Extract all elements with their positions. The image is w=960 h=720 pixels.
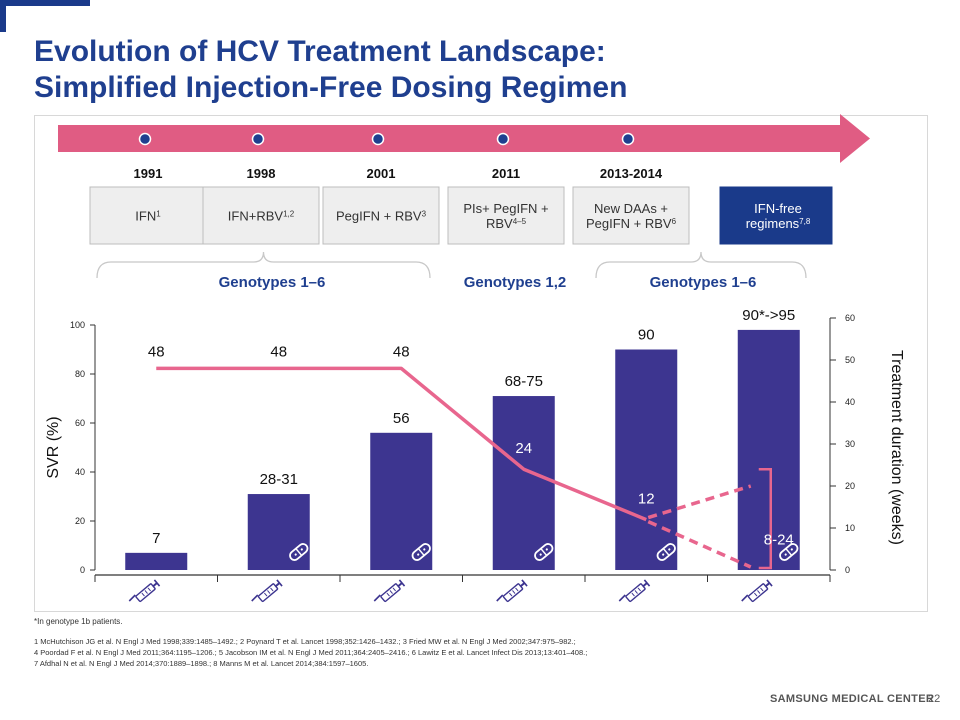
duration-range-upper [647,484,752,520]
bar-label: 56 [393,410,410,427]
brand-logo-text: SAMSUNG MEDICAL CENTER [770,693,935,705]
y-tick-label: 80 [75,369,85,379]
timeline-marker [621,132,635,146]
duration-label: 12 [638,491,655,508]
regimen-label: PegIFN + RBV3 [336,209,427,224]
corner-accent [0,0,90,6]
y2-tick-label: 10 [845,523,855,533]
regimen-reference: 4–5 [513,217,527,226]
timeline-arrow-shaft [58,125,844,152]
syringe-icon [740,578,774,603]
y-axis-title: SVR (%) [45,416,62,478]
timeline: 1991 1998 2001 2011 2013-2014 IFN1 IFN+RBV1,2 P… [58,114,870,291]
regimen-label: RBV4–5 [486,216,527,231]
duration-range-label: 8-24 [764,531,794,548]
timeline-marker [251,132,265,146]
genotype-brace [595,251,807,279]
genotype-brace [96,251,431,279]
duration-label: 48 [393,343,410,360]
duration-label: 48 [148,343,165,360]
bar-label: 7 [152,530,160,547]
y-tick-label: 60 [75,418,85,428]
timeline-marker [496,132,510,146]
genotype-label: Genotypes 1,2 [464,274,567,291]
bar-label: 28-31 [260,471,298,488]
duration-range-lower [647,519,752,569]
svr-chart: 0 20 40 60 80 100 SVR (%) 0 10 20 30 40 50 60 Treatmen… [45,307,905,603]
slide-title-line2: Simplified Injection-Free Dosing Regimen [34,71,628,104]
regimen-box: IFN1 [89,186,207,245]
timeline-year: 1991 [134,166,163,181]
duration-line [156,366,647,522]
regimen-reference: 3 [422,209,427,218]
timeline-marker [138,132,152,146]
y2-tick-label: 40 [845,397,855,407]
reference-line-2: 4 Poordad F et al. N Engl J Med 2011;364… [34,648,588,657]
genotype-label: Genotypes 1–6 [219,274,326,291]
bar [247,494,310,570]
y2-axis-title: Treatment duration (weeks) [888,350,905,545]
regimen-label: IFN+RBV1,2 [228,209,295,224]
regimen-reference: 7,8 [799,217,811,226]
timeline-year: 1998 [247,166,276,181]
regimen-box: PIs+ PegIFN +RBV4–5 [447,186,565,245]
timeline-year: 2013-2014 [600,166,663,181]
regimen-label: regimens7,8 [746,216,811,231]
regimen-label: PegIFN + RBV6 [586,216,677,231]
syringe-icon [373,578,406,603]
y2-tick-label: 0 [845,565,850,575]
corner-accent-vertical [0,0,6,32]
bar-label: 90 [638,327,655,344]
footnote: *In genotype 1b patients. [34,617,123,626]
regimen-label: IFN1 [135,209,161,224]
references: 1 McHutchison JG et al. N Engl J Med 199… [34,636,914,669]
bar [370,432,433,570]
duration-range-bracket [758,467,772,570]
bar-label: 68-75 [505,373,543,390]
slide-title-line1: Evolution of HCV Treatment Landscape: [34,35,606,68]
regimen-label: New DAAs + [594,201,668,216]
bar-label: 90*->95 [742,307,795,324]
regimen-box: New DAAs +PegIFN + RBV6 [572,186,690,245]
y2-tick-label: 60 [845,313,855,323]
bar [492,396,555,570]
bar [615,349,678,570]
y2-tick-label: 50 [845,355,855,365]
y-tick-label: 40 [75,467,85,477]
genotype-label: Genotypes 1–6 [650,274,757,291]
syringe-icon [250,578,284,603]
page-number: 22 [928,693,941,705]
duration-label: 24 [515,440,532,457]
y2-tick-label: 30 [845,439,855,449]
regimen-reference: 1 [156,209,161,218]
y-tick-label: 20 [75,516,85,526]
regimen-box: PegIFN + RBV3 [322,186,440,245]
regimen-reference: 6 [672,217,677,226]
syringe-icon [618,578,651,603]
reference-line-1: 1 McHutchison JG et al. N Engl J Med 199… [34,637,576,646]
y2-tick-label: 20 [845,481,855,491]
syringe-icon [128,578,161,603]
bar [125,552,188,570]
regimen-label: PIs+ PegIFN + [463,201,548,216]
timeline-year: 2001 [367,166,396,181]
timeline-year: 2011 [492,166,520,181]
regimen-label: IFN-free [754,201,802,216]
duration-label: 48 [270,343,287,360]
y-tick-label: 0 [80,565,85,575]
regimen-reference: 1,2 [283,209,295,218]
syringe-icon [495,578,529,603]
y-tick-label: 100 [70,320,85,330]
bar [737,329,800,570]
regimen-box: IFN+RBV1,2 [202,186,320,245]
timeline-arrow-head [840,114,870,163]
slide-title: Evolution of HCV Treatment Landscape: Si… [34,34,934,106]
timeline-marker [371,132,385,146]
reference-line-3: 7 Afdhal N et al. N Engl J Med 2014;370:… [34,659,369,668]
